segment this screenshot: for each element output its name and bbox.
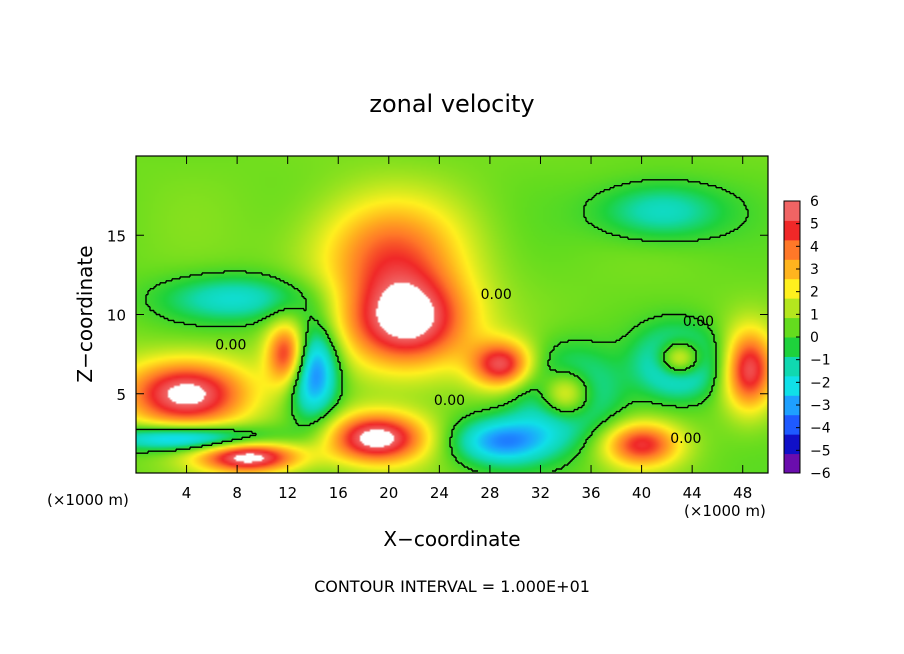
- contour-label: 0.00: [434, 393, 465, 409]
- colorbar: 6 5 4 3 2 1 0 −1 −2 −3 −4 −5 −6: [783, 194, 831, 482]
- colorbar-tick-label: 0: [810, 330, 819, 346]
- y-tick-label: 10: [107, 307, 126, 325]
- colorbar-swatch: [784, 375, 800, 396]
- colorbar-swatch: [784, 317, 800, 338]
- colorbar-swatch: [784, 395, 800, 416]
- x-axis-label: X−coordinate: [383, 527, 520, 551]
- colorbar-swatch: [784, 434, 800, 455]
- colorbar-swatch: [784, 298, 800, 319]
- x-unit-left: (×1000 m): [47, 491, 129, 509]
- x-tick-label: 44: [683, 484, 702, 502]
- colorbar-swatch: [784, 201, 800, 221]
- contour-interval-note: CONTOUR INTERVAL = 1.000E+01: [314, 577, 590, 596]
- colorbar-tick-label: 1: [810, 307, 819, 323]
- colorbar-tick-label: −1: [810, 353, 831, 369]
- contour-label: 0.00: [481, 287, 512, 303]
- x-tick-label: 32: [531, 484, 550, 502]
- x-axis: 4 8 12 16 20 24 28 32 36 40 44 48: [182, 156, 752, 502]
- x-unit-right: (×1000 m): [684, 502, 766, 520]
- colorbar-swatch: [784, 220, 800, 241]
- colorbar-tick-label: 3: [810, 262, 819, 278]
- contour-label: 0.00: [683, 314, 714, 330]
- colorbar-tick-label: 2: [810, 285, 819, 301]
- colorbar-tick-label: −3: [810, 398, 831, 414]
- x-tick-label: 8: [232, 484, 242, 502]
- colorbar-swatches: [784, 201, 800, 474]
- colorbar-tick-label: 6: [810, 194, 819, 210]
- contour-label: 0.00: [670, 431, 701, 447]
- colorbar-swatch: [784, 414, 800, 435]
- y-axis: 5 10 15: [107, 227, 768, 404]
- colorbar-tick-label: −2: [810, 375, 831, 391]
- colorbar-tick-label: −5: [810, 443, 831, 459]
- y-tick-label: 5: [116, 386, 126, 404]
- x-tick-label: 48: [733, 484, 752, 502]
- colorbar-swatch: [784, 453, 800, 474]
- y-axis-label: Z−coordinate: [73, 245, 97, 382]
- x-tick-label: 4: [182, 484, 192, 502]
- colorbar-tick-label: 5: [810, 217, 819, 233]
- colorbar-tick-label: −4: [810, 421, 831, 437]
- colorbar-swatch: [784, 239, 800, 260]
- contour-label: 0.00: [215, 338, 246, 354]
- x-tick-label: 12: [278, 484, 297, 502]
- colorbar-ticks: 6 5 4 3 2 1 0 −1 −2 −3 −4 −5 −6: [796, 194, 831, 482]
- colorbar-tick-label: −6: [810, 466, 831, 482]
- contour-labels: 0.00 0.00 0.00 0.00 0.00: [215, 287, 714, 447]
- x-tick-label: 28: [480, 484, 499, 502]
- colorbar-swatch: [784, 356, 800, 377]
- y-tick-label: 15: [107, 227, 126, 245]
- x-tick-label: 24: [430, 484, 449, 502]
- x-tick-label: 16: [329, 484, 348, 502]
- zero-contour-lines: [136, 179, 749, 472]
- zero-contour-path: [136, 179, 749, 472]
- x-tick-label: 20: [379, 484, 398, 502]
- colorbar-swatch: [784, 337, 800, 357]
- colorbar-tick-label: 4: [810, 239, 819, 255]
- chart-title: zonal velocity: [369, 90, 534, 118]
- x-tick-label: 40: [632, 484, 651, 502]
- colorbar-swatch: [784, 259, 800, 280]
- x-tick-label: 36: [581, 484, 600, 502]
- colorbar-swatch: [784, 278, 800, 299]
- heatmap-field: [136, 156, 768, 473]
